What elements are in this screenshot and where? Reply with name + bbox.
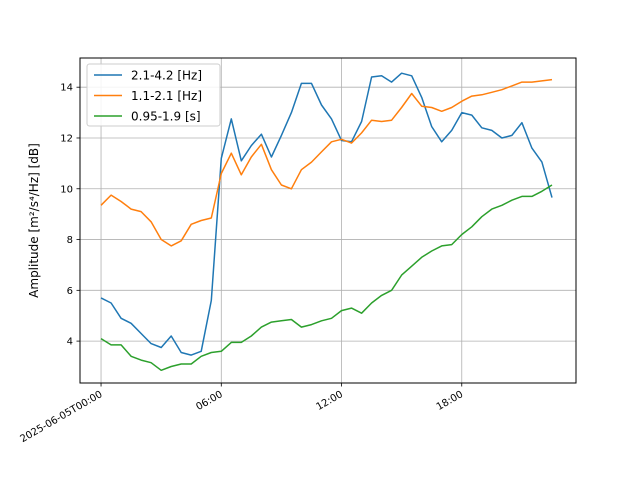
y-axis-label: Amplitude [m²/s⁴/Hz] [dB]: [27, 143, 41, 298]
y-tick-label: 14: [60, 83, 73, 94]
y-tick-label: 4: [67, 337, 73, 348]
series-line-0: [100, 72, 553, 356]
legend-label-2: 0.95-1.9 [s]: [131, 110, 201, 124]
y-tick-label: 12: [60, 133, 73, 144]
y-tick-label: 6: [67, 286, 73, 297]
legend: 2.1-4.2 [Hz] 1.1-2.1 [Hz] 0.95-1.9 [s]: [86, 63, 221, 127]
legend-label-0: 2.1-4.2 [Hz]: [131, 69, 202, 83]
y-tick-label: 8: [67, 235, 73, 246]
y-axis-ticks: 4 6 8 10 12 14: [60, 83, 80, 348]
series-line-2: [100, 184, 553, 372]
x-tick-label: 06:00: [194, 389, 224, 413]
legend-label-1: 1.1-2.1 [Hz]: [131, 89, 202, 103]
grid: [80, 58, 576, 383]
x-axis-ticks: 2025-06-05T00:00 06:00 12:00 18:00: [18, 383, 465, 445]
y-tick-label: 10: [60, 184, 73, 195]
x-tick-label: 18:00: [435, 389, 465, 413]
series-line-1: [100, 78, 553, 247]
x-tick-label: 12:00: [315, 389, 345, 413]
plot-frame: [79, 57, 577, 384]
x-tick-label: 2025-06-05T00:00: [18, 389, 104, 445]
series-lines: [100, 72, 553, 372]
legend-box: [86, 63, 221, 127]
